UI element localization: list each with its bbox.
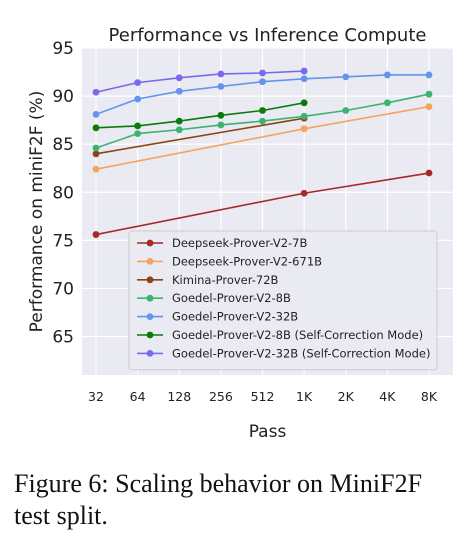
- data-point: [383, 99, 391, 107]
- legend-label: Goedel-Prover-V2-8B: [172, 291, 291, 305]
- legend-swatch-marker: [146, 331, 154, 339]
- data-point: [92, 124, 100, 132]
- legend-swatch-marker: [146, 239, 154, 247]
- x-tick-label: 2K: [338, 389, 355, 404]
- data-point: [300, 125, 308, 133]
- data-point: [217, 70, 225, 78]
- legend-swatch-marker: [146, 276, 154, 284]
- y-axis-label: Performance on miniF2F (%): [27, 91, 47, 333]
- data-point: [175, 74, 183, 82]
- data-point: [175, 87, 183, 95]
- data-point: [92, 88, 100, 96]
- data-point: [92, 150, 100, 158]
- x-tick-label: 4K: [379, 389, 396, 404]
- legend-swatch-marker: [146, 313, 154, 320]
- data-point: [342, 73, 350, 81]
- data-point: [383, 71, 391, 79]
- x-tick-label: 8K: [421, 389, 438, 404]
- x-tick-label: 512: [251, 389, 275, 404]
- data-point: [134, 122, 142, 130]
- data-point: [425, 169, 433, 177]
- y-tick-label: 75: [52, 231, 74, 251]
- y-tick-label: 90: [52, 87, 74, 107]
- data-point: [134, 130, 142, 137]
- legend-label: Goedel-Prover-V2-32B: [172, 310, 298, 324]
- data-point: [92, 144, 100, 152]
- legend-label: Deepseek-Prover-V2-671B: [172, 254, 322, 268]
- y-tick-label: 80: [52, 183, 74, 203]
- series-line: [95, 70, 305, 94]
- y-tick-label: 65: [52, 328, 74, 348]
- data-point: [92, 231, 100, 238]
- series-group: [92, 67, 433, 238]
- data-point: [217, 83, 225, 90]
- legend-swatch-marker: [146, 350, 154, 357]
- data-point: [134, 95, 142, 103]
- y-tick-label: 95: [52, 39, 74, 59]
- chart-title: Performance vs Inference Compute: [109, 25, 427, 46]
- chart: 65 70 75 80 85 90 95 32 64 128 256 512 1K 2K 4K 8K Dee…: [27, 25, 453, 442]
- data-point: [217, 111, 225, 119]
- data-point: [217, 121, 225, 129]
- legend-label: Goedel-Prover-V2-8B (Self-Correction Mod…: [172, 328, 423, 342]
- legend-swatch-marker: [146, 258, 154, 265]
- series-line: [95, 117, 305, 155]
- data-point: [425, 90, 433, 98]
- data-point: [300, 67, 308, 75]
- data-point: [300, 112, 308, 120]
- data-point: [259, 78, 266, 86]
- data-point: [134, 79, 142, 87]
- x-tick-label: 64: [130, 389, 146, 404]
- legend: Deepseek-Prover-V2-7B Deepseek-Prover-V2-…: [128, 230, 438, 371]
- series-line: [95, 102, 305, 129]
- legend-box: [128, 230, 438, 371]
- x-tick-label: 1K: [296, 389, 313, 404]
- data-point: [259, 107, 266, 114]
- data-point: [92, 110, 100, 118]
- x-axis-label: Pass: [249, 422, 287, 442]
- data-point: [259, 117, 266, 125]
- data-point: [300, 189, 308, 197]
- data-point: [425, 103, 433, 111]
- legend-label: Kimina-Prover-72B: [172, 273, 279, 287]
- legend-swatch-marker: [146, 294, 154, 302]
- data-point: [92, 165, 100, 173]
- x-tick-label: 128: [167, 389, 191, 404]
- y-ticks: 65 70 75 80 85 90 95: [52, 39, 74, 348]
- legend-label: Deepseek-Prover-V2-7B: [172, 236, 307, 250]
- data-point: [300, 75, 308, 83]
- data-point: [175, 126, 183, 134]
- data-point: [342, 107, 350, 114]
- data-point: [259, 69, 266, 77]
- data-point: [300, 99, 308, 107]
- figure-caption: Figure 6: Scaling behavior on MiniF2F te…: [14, 469, 423, 530]
- x-ticks: 32 64 128 256 512 1K 2K 4K 8K: [88, 389, 438, 404]
- data-point: [425, 71, 433, 79]
- data-point: [175, 117, 183, 125]
- x-tick-label: 256: [209, 389, 233, 404]
- y-tick-label: 70: [52, 279, 74, 299]
- y-tick-label: 85: [52, 135, 74, 155]
- x-tick-label: 32: [88, 389, 104, 404]
- legend-label: Goedel-Prover-V2-32B (Self-Correction Mo…: [172, 346, 430, 360]
